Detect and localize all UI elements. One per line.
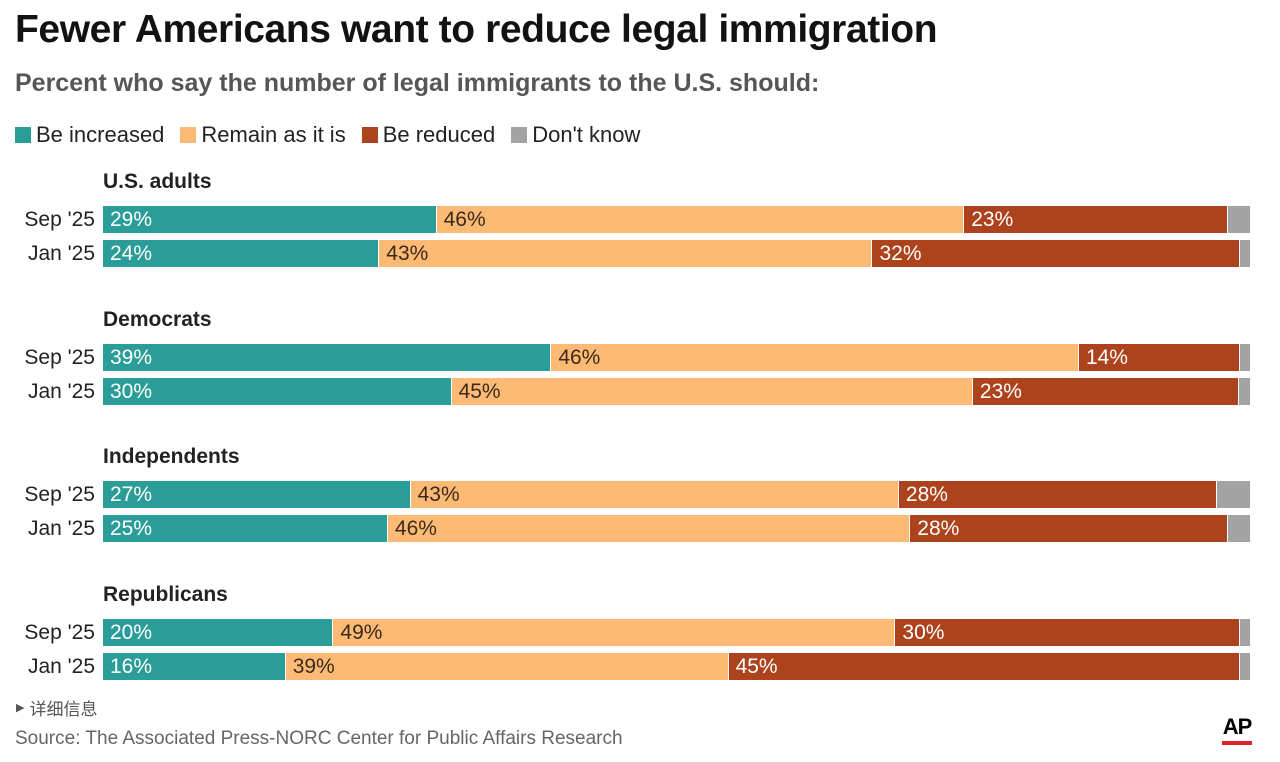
details-label: 详细信息 [29, 700, 98, 719]
legend-item: Be increased [15, 122, 164, 148]
stacked-bar: 16% 39% 45% [103, 653, 1250, 680]
bar-segment-be-reduced: 32% [871, 240, 1239, 267]
legend-swatch [15, 127, 31, 143]
ap-logo-text: AP [1222, 714, 1253, 739]
legend-item: Don't know [511, 122, 640, 148]
row-label: Sep '25 [24, 483, 95, 506]
bar-segment-be-reduced: 28% [909, 515, 1228, 542]
row-label: Jan '25 [27, 517, 95, 540]
bar-segment-be-reduced: 23% [963, 206, 1228, 233]
bar-segment-remain-as-it-is: 46% [435, 206, 964, 233]
legend-swatch [361, 127, 378, 143]
row-label: Jan '25 [27, 242, 95, 265]
row-label: Sep '25 [24, 346, 95, 369]
details-toggle[interactable]: ▶ 详细信息 [16, 695, 97, 720]
bar-segment-be-increased: 25% [103, 515, 387, 542]
stacked-bar: 25% 46% 28% [103, 515, 1250, 542]
stacked-bar: 39% 46% 14% [103, 344, 1250, 371]
bar-segment-don-t-know [1215, 481, 1250, 508]
group-label: U.S. adults [103, 170, 212, 193]
bar-segment-remain-as-it-is: 45% [450, 378, 972, 405]
bar-segment-be-increased: 30% [103, 378, 451, 405]
ap-logo-underline [1222, 741, 1252, 745]
bar-segment-be-increased: 16% [103, 653, 285, 680]
bar-segment-remain-as-it-is: 43% [378, 240, 872, 267]
legend-item: Be reduced [361, 122, 496, 148]
bar-segment-remain-as-it-is: 43% [409, 481, 898, 508]
legend-label: Don't know [532, 122, 641, 147]
bar-segment-be-increased: 29% [103, 206, 436, 233]
row-label: Jan '25 [27, 380, 95, 403]
bar-segment-be-reduced: 45% [727, 653, 1239, 680]
legend: Be increased Remain as it is Be reduced Don… [15, 122, 656, 148]
stacked-bar: 20% 49% 30% [103, 619, 1250, 646]
bar-segment-don-t-know [1238, 240, 1250, 267]
legend-label: Be reduced [382, 122, 496, 147]
bar-segment-remain-as-it-is: 39% [284, 653, 728, 680]
stacked-bar: 27% 43% 28% [103, 481, 1250, 508]
bar-segment-don-t-know [1238, 653, 1250, 680]
group-label: Republicans [103, 583, 228, 606]
legend-label: Remain as it is [201, 122, 346, 147]
legend-label: Be increased [36, 122, 165, 147]
legend-swatch [180, 127, 197, 143]
stacked-bar: 30% 45% 23% [103, 378, 1250, 405]
caret-right-icon: ▶ [16, 702, 25, 714]
chart-subtitle: Percent who say the number of legal immi… [15, 69, 820, 97]
row-label: Sep '25 [24, 208, 95, 231]
legend-item: Remain as it is [180, 122, 346, 148]
bar-segment-don-t-know [1227, 206, 1250, 233]
bar-segment-be-reduced: 14% [1077, 344, 1239, 371]
bar-segment-be-reduced: 23% [971, 378, 1239, 405]
stacked-bar: 24% 43% 32% [103, 240, 1250, 267]
bar-segment-be-reduced: 30% [894, 619, 1239, 646]
bar-segment-be-increased: 39% [103, 344, 551, 371]
bar-segment-remain-as-it-is: 46% [550, 344, 1078, 371]
ap-logo: AP [1222, 716, 1252, 746]
legend-swatch [511, 127, 528, 143]
row-label: Sep '25 [24, 621, 95, 644]
bar-segment-be-reduced: 28% [897, 481, 1216, 508]
bar-segment-don-t-know [1227, 515, 1250, 542]
chart-title: Fewer Americans want to reduce legal imm… [15, 8, 938, 51]
bar-segment-don-t-know [1238, 619, 1250, 646]
source-note: Source: The Associated Press-NORC Center… [15, 728, 623, 749]
bar-segment-be-increased: 27% [103, 481, 410, 508]
bar-segment-remain-as-it-is: 49% [332, 619, 895, 646]
bar-segment-don-t-know [1238, 344, 1250, 371]
stacked-bar: 29% 46% 23% [103, 206, 1250, 233]
bar-segment-remain-as-it-is: 46% [386, 515, 910, 542]
group-label: Democrats [103, 308, 212, 331]
bar-segment-be-increased: 20% [103, 619, 333, 646]
row-label: Jan '25 [27, 655, 95, 678]
bar-segment-don-t-know [1238, 378, 1250, 405]
bar-segment-be-increased: 24% [103, 240, 379, 267]
group-label: Independents [103, 445, 240, 468]
